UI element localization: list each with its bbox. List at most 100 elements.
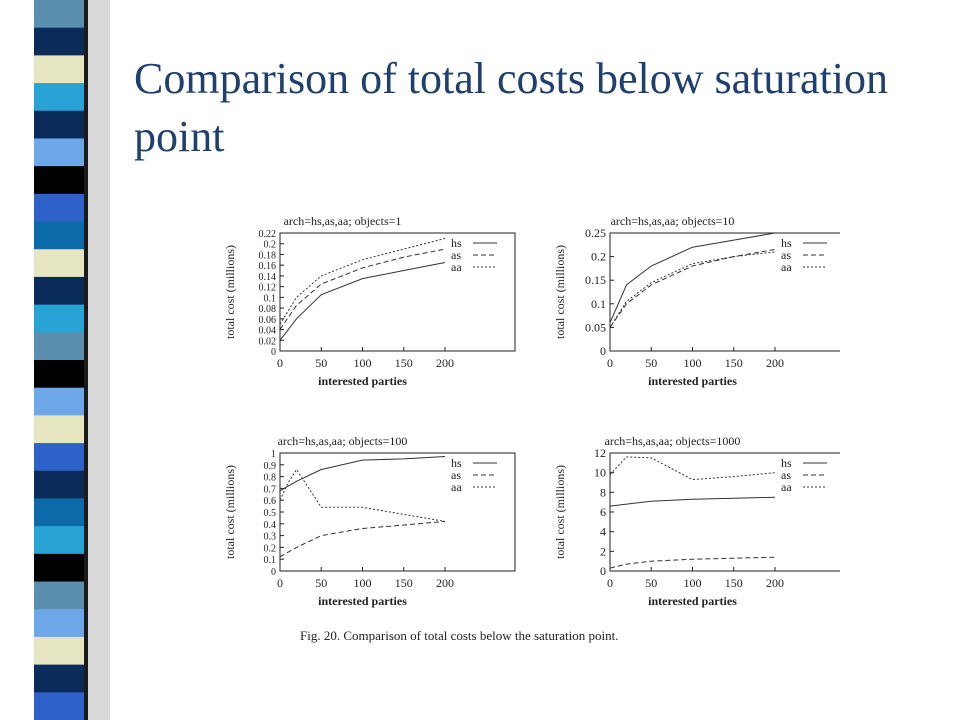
y-tick-label: 0.3	[264, 532, 277, 543]
chart-panel-1: arch=hs,as,aa; objects=1 00.020.040.060.0…	[223, 214, 516, 388]
x-tick-label: 100	[354, 356, 372, 370]
stripe-block	[34, 138, 84, 167]
x-axis-label: interested parties	[648, 594, 737, 608]
y-tick-label: 0.7	[264, 484, 277, 495]
y-tick-label: 0.1	[591, 297, 606, 311]
y-tick-label: 0.18	[259, 250, 277, 261]
x-tick-label: 200	[766, 356, 784, 370]
chart-title: arch=hs,as,aa; objects=1	[284, 214, 402, 228]
legend-label-hs: hs	[781, 236, 792, 250]
y-tick-label: 0.05	[585, 320, 606, 334]
legend-label-aa: aa	[781, 480, 792, 494]
chart-title: arch=hs,as,aa; objects=1000	[605, 434, 741, 448]
stripe-block	[34, 0, 84, 29]
y-tick-label: 8	[600, 485, 606, 499]
legend-label-hs: hs	[781, 456, 792, 470]
stripe-block	[34, 55, 84, 84]
chart-title: arch=hs,as,aa; objects=10	[611, 214, 735, 228]
stripe-block	[34, 193, 84, 223]
stripe-block	[34, 526, 84, 555]
x-tick-label: 0	[277, 576, 283, 590]
x-axis-label: interested parties	[318, 594, 407, 608]
y-tick-label: 0	[271, 347, 276, 358]
y-tick-label: 0	[271, 567, 276, 578]
x-tick-label: 50	[645, 576, 657, 590]
y-tick-label: 0.2	[264, 543, 277, 554]
stripe-block	[34, 581, 84, 610]
x-tick-label: 50	[315, 576, 327, 590]
x-tick-label: 200	[436, 356, 454, 370]
x-tick-label: 100	[684, 356, 702, 370]
stripe-block	[34, 553, 84, 583]
y-tick-label: 0.5	[264, 508, 277, 519]
figure-grid: arch=hs,as,aa; objects=1 0 0.02 0.04 0.06 0.0…	[200, 205, 846, 665]
y-tick-label: 0.2	[264, 240, 277, 251]
y-tick-label: 0.22	[259, 229, 277, 240]
stripe-block	[34, 664, 84, 693]
x-tick-label: 200	[436, 576, 454, 590]
stripe-block	[34, 470, 84, 499]
legend-label-aa: aa	[451, 480, 462, 494]
stripe-block	[34, 83, 84, 112]
figure-caption: Fig. 20. Comparison of total costs below…	[300, 628, 619, 643]
chart-panel-2: arch=hs,as,aa; objects=10 0 0.05 0.1 0.15 0.2…	[553, 214, 846, 388]
stripe-block	[34, 415, 84, 444]
stripe-block	[34, 636, 84, 666]
y-tick-label: 0.14	[259, 272, 277, 283]
y-tick-label: 0.02	[259, 336, 277, 347]
y-tick-label: 0	[600, 344, 606, 358]
y-tick-label: 0.12	[259, 283, 277, 294]
x-tick-label: 150	[395, 576, 413, 590]
series-line-aa	[279, 468, 446, 522]
series-line-hs	[279, 262, 446, 341]
legend-label-as: as	[781, 248, 791, 262]
legend-label-aa: aa	[781, 260, 792, 274]
y-tick-label: 4	[600, 525, 606, 539]
chart-title: arch=hs,as,aa; objects=100	[278, 434, 408, 448]
y-axis-label: total cost (millions)	[553, 245, 567, 339]
series-line-as	[609, 556, 776, 569]
x-tick-label: 100	[684, 576, 702, 590]
series-line-as	[609, 249, 776, 328]
y-axis-label: total cost (millions)	[223, 245, 237, 339]
y-tick-label: 1	[271, 449, 276, 460]
y-tick-label: 0.06	[259, 315, 277, 326]
x-axis-label: interested parties	[648, 374, 737, 388]
y-tick-label: 0.2	[591, 250, 606, 264]
y-tick-label: 0.9	[264, 461, 277, 472]
y-tick-label: 0.8	[264, 473, 277, 484]
chart-panel-3: arch=hs,as,aa; objects=10000.10.20.30.40…	[223, 434, 516, 608]
chart-panel-4: arch=hs,as,aa; objects=1000 0 2 4 6 8 10 12 0 50 1…	[553, 434, 846, 608]
x-tick-label: 150	[725, 356, 743, 370]
y-tick-label: 0.1	[264, 293, 277, 304]
x-tick-label: 150	[395, 356, 413, 370]
y-tick-label: 0.15	[585, 273, 606, 287]
x-tick-label: 50	[645, 356, 657, 370]
x-tick-label: 100	[354, 576, 372, 590]
y-tick-label: 0.08	[259, 304, 277, 315]
y-tick-label: 0.25	[585, 226, 606, 240]
y-tick-label: 0	[600, 564, 606, 578]
stripe-block	[34, 27, 84, 56]
stripe-block	[34, 221, 84, 250]
legend-label-as: as	[781, 468, 791, 482]
stripe-block	[34, 304, 84, 333]
series-line-hs	[279, 456, 446, 492]
series-line-hs	[609, 496, 776, 507]
y-tick-label: 0.6	[264, 496, 277, 507]
stripe-block	[34, 360, 84, 389]
y-tick-label: 10	[594, 466, 606, 480]
x-tick-label: 200	[766, 576, 784, 590]
series-line-aa	[609, 251, 776, 328]
legend-label-as: as	[451, 468, 461, 482]
y-tick-label: 12	[594, 446, 606, 460]
x-tick-label: 150	[725, 576, 743, 590]
stripe-block	[34, 498, 84, 527]
y-tick-label: 6	[600, 505, 606, 519]
stripe-block	[34, 276, 84, 306]
stripe-block	[34, 166, 84, 195]
stripe-block	[34, 443, 84, 472]
x-tick-label: 0	[607, 576, 613, 590]
slide-title: Comparison of total costs below saturati…	[134, 54, 888, 161]
plot-frame	[609, 452, 846, 572]
